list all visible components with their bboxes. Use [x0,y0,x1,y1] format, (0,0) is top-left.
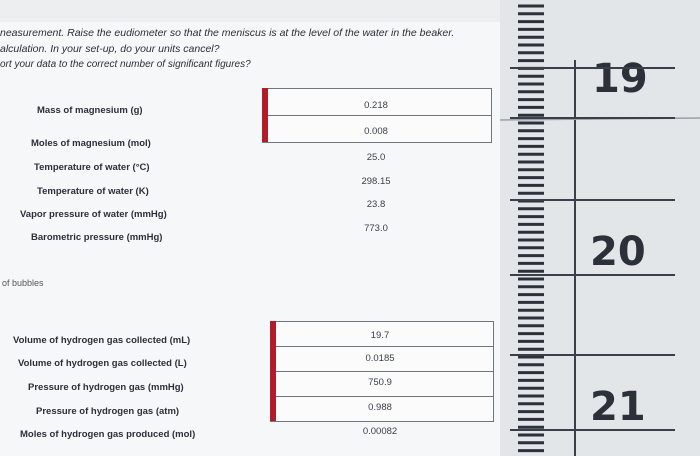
row-label: Moles of hydrogen gas produced (mol) [20,429,196,440]
row-label: Volume of hydrogen gas collected (L) [18,358,187,369]
input-box [270,396,494,422]
input-marker [270,321,276,346]
row-label: Pressure of hydrogen gas (atm) [36,406,180,417]
note: of bubbles [2,278,44,288]
row-value: 0.218 [364,100,388,111]
row-value: 25.0 [366,152,386,163]
scale-label: 21 [590,384,646,430]
input-marker [262,115,268,142]
input-marker [262,88,268,115]
row-value: 0.008 [364,126,388,137]
row-label: Moles of magnesium (mol) [31,138,151,149]
input-box [262,88,492,116]
input-box [270,346,494,372]
row-label: Volume of hydrogen gas collected (mL) [13,335,191,346]
row-value: 19.7 [370,330,390,341]
row-label: Vapor pressure of water (mmHg) [20,209,167,220]
row-label: Barometric pressure (mmHg) [31,232,163,243]
row-label: Pressure of hydrogen gas (mmHg) [28,382,184,393]
eudiometer-scale: 19 20 21 [500,0,700,456]
input-marker [270,396,276,421]
input-box [270,371,494,397]
row-value: 0.0185 [365,353,395,364]
input-box [262,115,492,143]
scale-label: 19 [592,56,648,102]
row-value: 0.00082 [362,426,398,437]
row-label: Temperature of water (K) [37,186,149,197]
instruction: ort your data to the correct number of s… [0,59,251,70]
instruction: neasurement. Raise the eudiometer so tha… [0,27,455,39]
row-value: 23.8 [366,199,386,210]
row-value: 750.9 [368,377,392,388]
instruction: alculation. In your set-up, do your unit… [0,43,220,55]
row-value: 298.15 [361,176,391,187]
row-value: 773.0 [364,223,388,234]
input-box [270,321,494,347]
row-label: Temperature of water (°C) [34,162,150,173]
row-label: Mass of magnesium (g) [37,105,143,116]
input-marker [270,371,276,396]
scale-label: 20 [590,229,646,275]
input-marker [270,346,276,371]
row-value: 0.988 [368,402,392,413]
